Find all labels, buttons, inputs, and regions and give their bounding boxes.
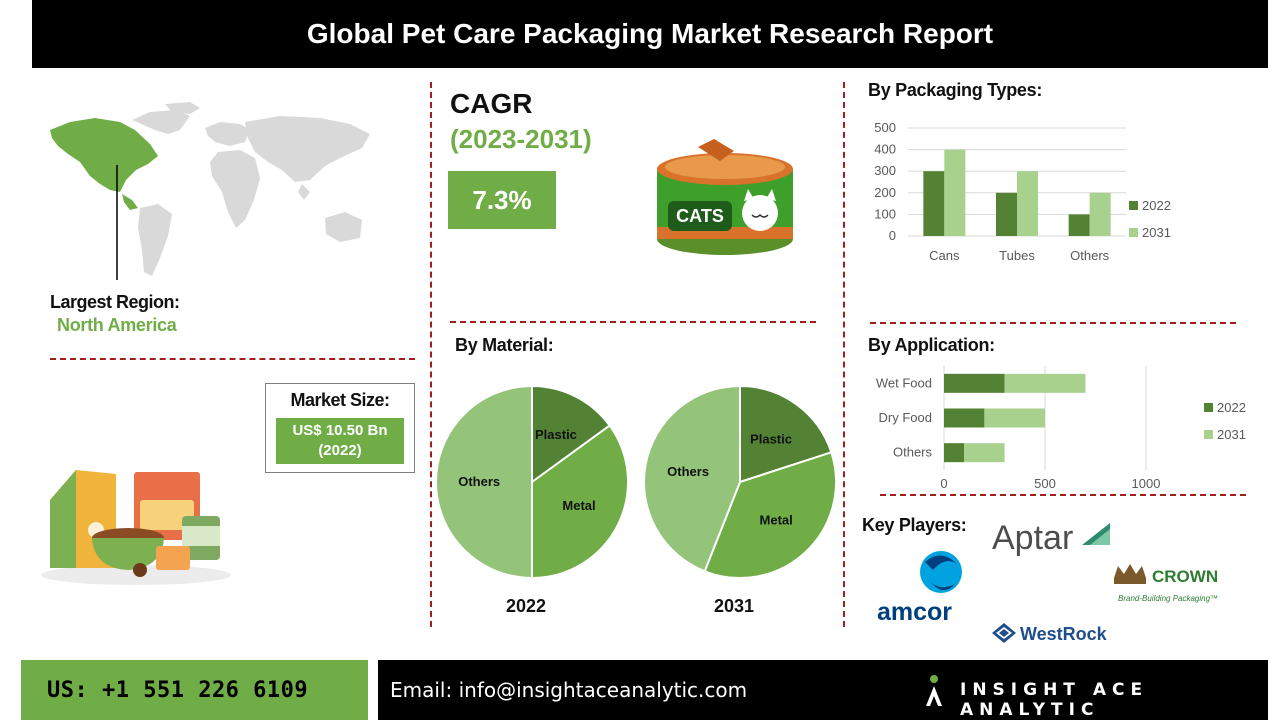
hbar-wet-food-2031 bbox=[1004, 373, 1086, 393]
footer-email[interactable]: Email: info@insightaceanalytic.com bbox=[390, 678, 748, 702]
hbar-others-2022 bbox=[944, 443, 965, 463]
bar-tubes-2031 bbox=[1017, 171, 1038, 236]
legend-swatch-2022 bbox=[1129, 201, 1138, 210]
x-tick-label: 500 bbox=[1034, 476, 1056, 491]
legend-swatch-2022 bbox=[1204, 403, 1213, 412]
bar-tubes-2022 bbox=[996, 192, 1017, 236]
y-tick-label: 0 bbox=[889, 228, 896, 243]
footer-bar: Email: info@insightaceanalytic.com INSIG… bbox=[378, 660, 1268, 720]
bar-others-2022 bbox=[1068, 214, 1090, 236]
hbar-dry-food-2031 bbox=[984, 408, 1045, 428]
footer-brand: INSIGHT ACE ANALYTIC bbox=[960, 680, 1149, 720]
market-size-value: US$ 10.50 Bn (2022) bbox=[276, 418, 404, 464]
y-category-label: Wet Food bbox=[876, 375, 932, 390]
pie-2031-label-others: Others bbox=[667, 464, 709, 479]
y-category-label: Others bbox=[893, 445, 933, 460]
x-category-label: Others bbox=[1070, 248, 1110, 263]
pie-2031-slice-others bbox=[643, 384, 741, 573]
pie-2031-label-metal: Metal bbox=[760, 512, 793, 527]
cagr-label: CAGR bbox=[450, 88, 533, 119]
westrock-logo-text: WestRock bbox=[1020, 624, 1108, 644]
pie-2022-slice-others bbox=[435, 384, 533, 580]
pie-year-2031: 2031 bbox=[714, 596, 754, 616]
cat-food-can-image: CATS bbox=[657, 139, 793, 255]
footer-phone[interactable]: US: +1 551 226 6109 bbox=[21, 660, 368, 720]
y-tick-label: 400 bbox=[874, 142, 896, 157]
legend-label-2022: 2022 bbox=[1217, 400, 1246, 415]
legend-label-2022: 2022 bbox=[1142, 198, 1171, 213]
hbar-dry-food-2022 bbox=[944, 408, 985, 428]
pie-2022-label-metal: Metal bbox=[562, 498, 595, 513]
aptar-logo-text: Aptar bbox=[992, 519, 1073, 557]
divider-application bbox=[880, 494, 1246, 496]
bar-others-2031 bbox=[1089, 192, 1111, 236]
pet-food-illustration bbox=[41, 470, 231, 585]
report-title: Global Pet Care Packaging Market Researc… bbox=[32, 0, 1268, 68]
pie-2022-label-plastic: Plastic bbox=[535, 427, 577, 442]
bar-cans-2031 bbox=[944, 149, 966, 236]
packaging-bar-chart: 0 100 200 300 400 500 Cans Tubes Others 2022 2031 bbox=[874, 120, 1171, 263]
market-size-box: Market Size: US$ 10.50 Bn (2022) bbox=[265, 383, 415, 473]
amcor-logo: amcor bbox=[877, 551, 962, 625]
aptar-logo: Aptar bbox=[992, 519, 1110, 557]
y-tick-label: 500 bbox=[874, 120, 896, 135]
largest-region-value: North America bbox=[57, 315, 177, 335]
y-tick-label: 200 bbox=[874, 185, 896, 200]
x-category-label: Tubes bbox=[999, 248, 1035, 263]
crown-logo: CROWN Brand-Building Packaging™ bbox=[1114, 564, 1218, 603]
insight-ace-icon bbox=[926, 675, 942, 706]
can-label: CATS bbox=[676, 206, 724, 226]
pie-2022-slice-metal bbox=[531, 424, 629, 580]
world-map-image bbox=[50, 102, 370, 280]
pie-2031-slice-metal bbox=[703, 451, 837, 579]
pie-2022-slice-plastic bbox=[531, 384, 612, 484]
amcor-logo-text: amcor bbox=[877, 598, 952, 625]
divider-cagr bbox=[450, 321, 816, 323]
y-tick-label: 100 bbox=[874, 206, 896, 221]
cagr-value: 7.3% bbox=[448, 171, 556, 229]
bar-cans-2022 bbox=[923, 171, 945, 236]
x-category-label: Cans bbox=[929, 248, 960, 263]
material-pie-charts: Plastic Metal Others 2022 Plastic Metal Others… bbox=[435, 384, 837, 616]
pie-2031-label-plastic: Plastic bbox=[750, 431, 792, 446]
packaging-title: By Packaging Types: bbox=[868, 80, 1043, 100]
legend-swatch-2031 bbox=[1204, 430, 1213, 439]
divider-left bbox=[430, 82, 432, 627]
divider-packaging bbox=[870, 322, 1236, 324]
application-title: By Application: bbox=[868, 335, 995, 355]
key-players-title: Key Players: bbox=[862, 515, 967, 535]
y-category-label: Dry Food bbox=[879, 410, 932, 425]
market-size-label: Market Size: bbox=[290, 390, 390, 410]
x-tick-label: 1000 bbox=[1132, 476, 1161, 491]
y-tick-label: 300 bbox=[874, 163, 896, 178]
crown-logo-text: CROWN bbox=[1152, 567, 1218, 586]
legend-swatch-2031 bbox=[1129, 228, 1138, 237]
market-size-amount: US$ 10.50 Bn bbox=[292, 422, 388, 439]
application-bar-chart: 0 500 1000 Wet Food Dry Food Others 2022 2031 bbox=[876, 366, 1246, 491]
westrock-logo: WestRock bbox=[992, 623, 1108, 644]
material-title: By Material: bbox=[455, 335, 554, 355]
crown-tagline: Brand-Building Packaging™ bbox=[1118, 594, 1218, 603]
pie-2031-slice-plastic bbox=[739, 384, 833, 484]
legend-label-2031: 2031 bbox=[1217, 427, 1246, 442]
divider-right bbox=[843, 82, 845, 627]
hbar-others-2031 bbox=[964, 443, 1005, 463]
hbar-wet-food-2022 bbox=[944, 373, 1005, 393]
market-size-year: (2022) bbox=[318, 442, 362, 459]
cagr-years: (2023-2031) bbox=[450, 124, 592, 154]
pie-2022-label-others: Others bbox=[458, 474, 500, 489]
largest-region-label: Largest Region: bbox=[50, 292, 180, 312]
divider-region bbox=[50, 358, 415, 360]
legend-label-2031: 2031 bbox=[1142, 225, 1171, 240]
pie-year-2022: 2022 bbox=[506, 596, 546, 616]
x-tick-label: 0 bbox=[940, 476, 947, 491]
